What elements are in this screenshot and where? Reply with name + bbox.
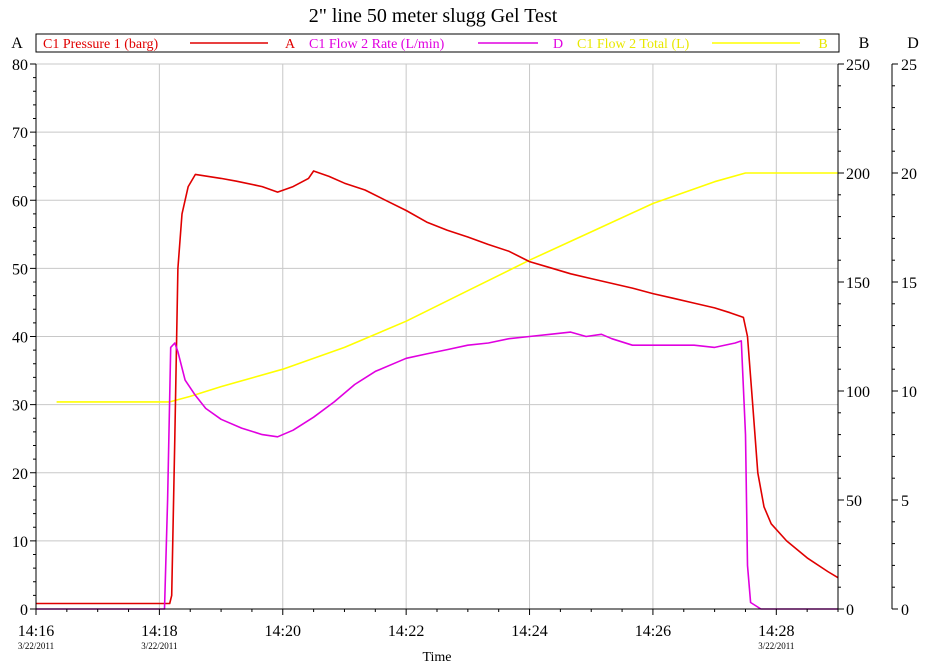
axis-d-tick-label: 25 [901, 57, 917, 74]
axis-b-tick-label: 0 [846, 602, 854, 619]
legend: C1 Pressure 1 (barg) A C1 Flow 2 Rate (L… [35, 33, 840, 53]
x-axis-title: Time [422, 650, 451, 665]
x-tick-label: 14:28 [758, 623, 794, 640]
axis-a-tick-label: 10 [12, 534, 28, 551]
axis-a-tick-label: 40 [12, 330, 28, 347]
axis-d-title: D [907, 35, 919, 52]
x-tick-label: 14:20 [265, 623, 301, 640]
axis-b-tick-label: 50 [846, 493, 862, 510]
legend-label-flow-total: C1 Flow 2 Total (L) [577, 37, 690, 52]
x-tick-label: 14:22 [388, 623, 424, 640]
axis-b-tick-label: 200 [846, 166, 870, 183]
axis-a-tick-label: 80 [12, 57, 28, 74]
x-tick-label: 14:26 [635, 623, 671, 640]
axis-a-tick-label: 0 [20, 602, 28, 619]
axis-d-tick-label: 0 [901, 602, 909, 619]
axes: 0 10 20 30 40 50 60 70 80 0 50 100 150 200 250 0 5 10 15 20… [12, 57, 917, 651]
axis-b-tick-label: 250 [846, 57, 870, 74]
series-line-c1-pressure-1-barg [36, 170, 839, 605]
axis-b-title: B [859, 35, 870, 52]
axis-d-tick-label: 10 [901, 384, 917, 401]
x-tick-date-label: 3/22/2011 [758, 641, 794, 651]
legend-box [35, 33, 840, 53]
axis-a-tick-label: 50 [12, 261, 28, 278]
axis-a-tick-label: 60 [12, 193, 28, 210]
x-tick-label: 14:24 [511, 623, 547, 640]
axis-b-tick-label: 100 [846, 384, 870, 401]
axis-b-tick-label: 150 [846, 275, 870, 292]
legend-label-flow-rate: C1 Flow 2 Rate (L/min) [309, 37, 445, 52]
grid [36, 63, 838, 610]
axis-a-tick-label: 70 [12, 125, 28, 142]
series-layer [36, 170, 839, 610]
chart-title: 2" line 50 meter slugg Gel Test [309, 5, 558, 27]
legend-axis-pressure: A [285, 37, 296, 52]
legend-label-pressure: C1 Pressure 1 (barg) [43, 37, 159, 52]
series-line-c1-flow-2-rate-l-min [36, 331, 838, 610]
axis-a-title: A [11, 35, 23, 52]
legend-axis-flow-total: B [818, 37, 827, 52]
legend-axis-flow-rate: D [553, 37, 563, 52]
axis-d-tick-label: 15 [901, 275, 917, 292]
x-tick-date-label: 3/22/2011 [141, 641, 177, 651]
axis-d-tick-label: 20 [901, 166, 917, 183]
x-tick-label: 14:18 [141, 623, 177, 640]
axis-d-tick-label: 5 [901, 493, 909, 510]
axis-a-tick-label: 30 [12, 398, 28, 415]
x-tick-label: 14:16 [18, 623, 54, 640]
x-tick-date-label: 3/22/2011 [18, 641, 54, 651]
axis-a-tick-label: 20 [12, 466, 28, 483]
